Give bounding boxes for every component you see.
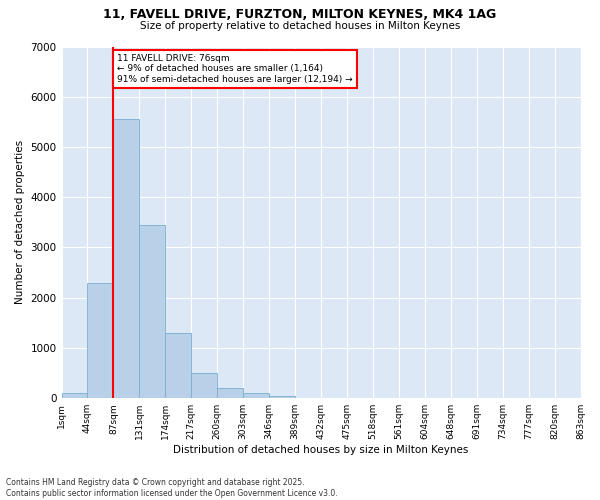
Bar [191,373,217,398]
Bar [88,282,113,398]
Bar [166,333,191,398]
Bar [243,393,269,398]
Bar [113,120,139,398]
Bar [269,396,295,398]
Bar [217,388,243,398]
Bar [139,225,166,398]
Text: 11, FAVELL DRIVE, FURZTON, MILTON KEYNES, MK4 1AG: 11, FAVELL DRIVE, FURZTON, MILTON KEYNES… [103,8,497,20]
X-axis label: Distribution of detached houses by size in Milton Keynes: Distribution of detached houses by size … [173,445,469,455]
Text: Size of property relative to detached houses in Milton Keynes: Size of property relative to detached ho… [140,21,460,31]
Y-axis label: Number of detached properties: Number of detached properties [15,140,25,304]
Text: Contains HM Land Registry data © Crown copyright and database right 2025.
Contai: Contains HM Land Registry data © Crown c… [6,478,338,498]
Text: 11 FAVELL DRIVE: 76sqm
← 9% of detached houses are smaller (1,164)
91% of semi-d: 11 FAVELL DRIVE: 76sqm ← 9% of detached … [118,54,353,84]
Bar [62,393,88,398]
